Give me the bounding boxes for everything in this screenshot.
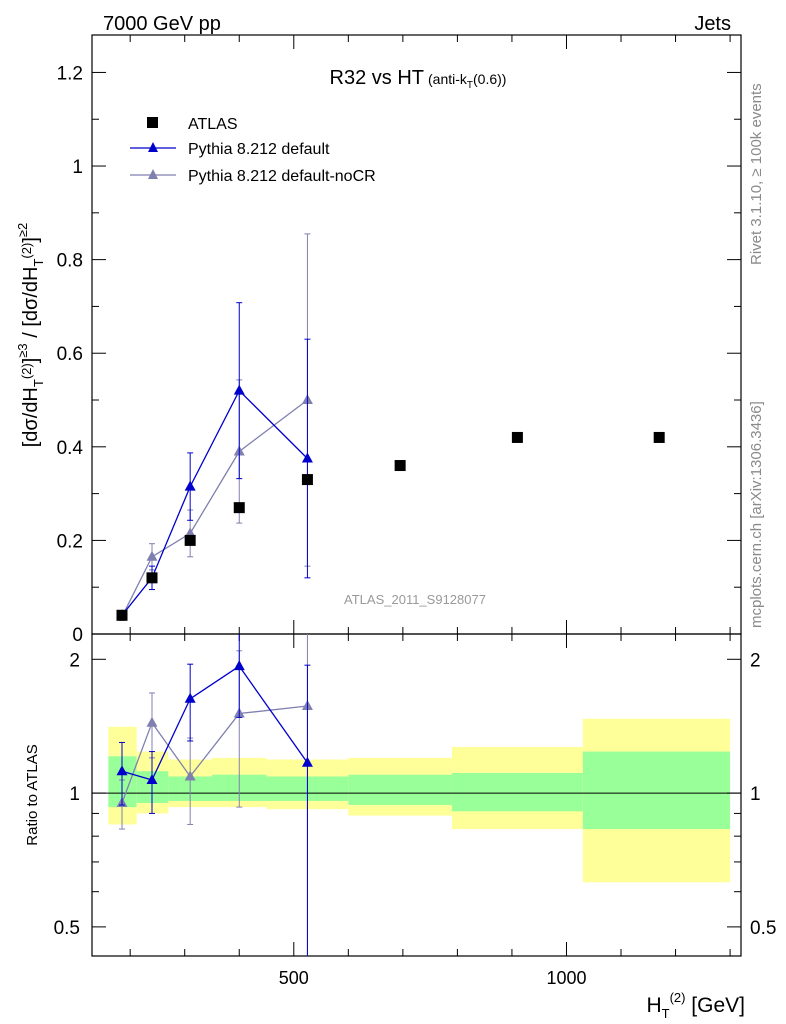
- header-right: Jets: [694, 13, 731, 35]
- ratio-pythia-nocr-point: [146, 716, 158, 727]
- legend-nocr-marker: [148, 169, 158, 179]
- ratio-tick-label-left: 2: [69, 650, 80, 671]
- legend-atlas-label: ATLAS: [188, 116, 238, 133]
- ratio-tick-label-right: 2: [750, 650, 761, 671]
- ratio-pythia-default-point: [116, 765, 128, 776]
- y-tick-label: 1: [72, 157, 83, 178]
- watermark: ATLAS_2011_S9128077: [344, 592, 486, 607]
- y-tick-label: 0.2: [57, 531, 83, 552]
- ratio-pythia-default-point: [233, 660, 245, 671]
- ratio-panel: 500 1000 0.5 0.5 1 1 2 2: [54, 633, 776, 988]
- pythia-nocr-point: [146, 550, 158, 561]
- legend-nocr-label: Pythia 8.212 default-noCR: [188, 168, 376, 185]
- atlas-point: [653, 431, 665, 443]
- legend-default-marker: [148, 142, 158, 152]
- atlas-point: [394, 460, 406, 472]
- atlas-point: [511, 431, 523, 443]
- atlas-point: [184, 534, 196, 546]
- legend-default-label: Pythia 8.212 default: [188, 141, 330, 158]
- pythia-default-point: [184, 480, 196, 491]
- atlas-point: [116, 609, 128, 621]
- pythia-nocr-point: [184, 527, 196, 538]
- uncertainty-band-inner: [348, 774, 452, 806]
- chart-title: R32 vs HT (anti-kT(0.6)): [330, 67, 507, 91]
- pythia-nocr-line: [121, 399, 308, 617]
- x-tick-label: 500: [279, 968, 309, 988]
- uncertainty-band-inner: [451, 772, 583, 812]
- x-tick-label: 1000: [546, 968, 586, 988]
- chart-title-sub: (anti-kT(0.6)): [428, 71, 506, 91]
- y-tick-label: 1.2: [57, 63, 83, 84]
- pythia-default-point: [301, 452, 313, 463]
- ratio-pythia-default-point: [301, 756, 313, 767]
- ratio-pythia-default-point: [146, 774, 158, 785]
- pythia-default-point: [233, 384, 245, 395]
- uncertainty-band-inner: [582, 751, 731, 830]
- x-axis-label: HT(2) [GeV]: [646, 990, 745, 1021]
- side-label-mcplots: mcplots.cern.ch [arXiv:1306.3436]: [748, 401, 765, 628]
- ratio-frame: [91, 633, 742, 957]
- ratio-tick-label-left: 0.5: [54, 918, 80, 939]
- ratio-tick-label-left: 1: [69, 784, 80, 805]
- ratio-pythia-nocr-point: [184, 770, 196, 781]
- header-left: 7000 GeV pp: [103, 13, 221, 35]
- ratio-tick-label-right: 0.5: [750, 918, 776, 939]
- y-axis-label: [dσ/dHT(2)]≥3 / [dσ/dHT(2)]≥2: [15, 223, 46, 448]
- side-label-rivet: Rivet 3.1.10, ≥ 100k events: [748, 83, 765, 265]
- legend-atlas-marker: [147, 117, 158, 128]
- atlas-point: [233, 502, 245, 514]
- y-tick-label-zero: 0: [72, 625, 83, 646]
- y-tick-label: 0.4: [57, 438, 84, 459]
- y-tick-label: 0.6: [57, 344, 83, 365]
- y-tick-label: 0.8: [57, 251, 83, 272]
- ratio-tick-label-right: 1: [750, 784, 761, 805]
- atlas-point: [146, 572, 158, 584]
- atlas-point: [301, 474, 313, 486]
- legend: ATLAS Pythia 8.212 default Pythia 8.212 …: [130, 116, 376, 185]
- ratio-y-axis-label: Ratio to ATLAS: [24, 744, 41, 845]
- ratio-pythia-default-point: [184, 692, 196, 703]
